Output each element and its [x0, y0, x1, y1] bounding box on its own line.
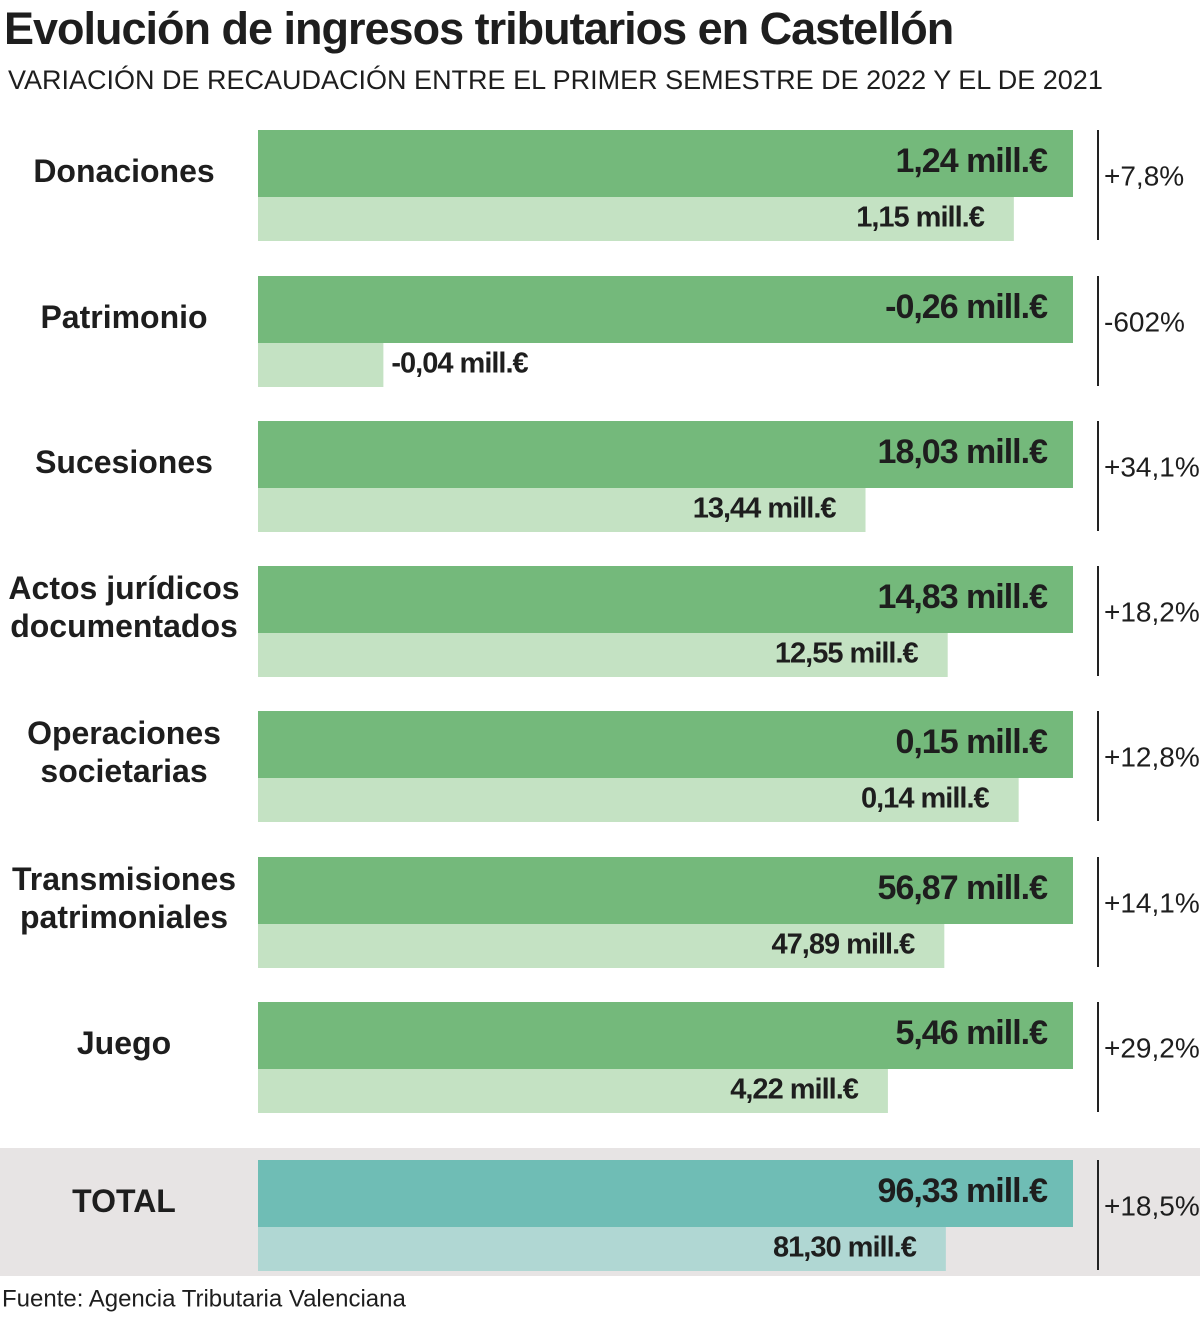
change-label: +18,5% [1104, 1190, 1200, 1221]
bar-2022 [258, 1002, 1073, 1069]
value-label: 56,87 mill.€ [878, 869, 1049, 907]
change-label: -602% [1104, 306, 1185, 337]
value-label: 96,33 mill.€ [878, 1172, 1049, 1210]
category-label: Operaciones societarias [27, 715, 221, 789]
change-label: +18,2% [1104, 596, 1200, 627]
category-label: Juego [77, 1025, 171, 1061]
value-label: 1,15 mill.€ [856, 202, 985, 234]
bar-2021 [258, 197, 1014, 241]
value-label: 12,55 mill.€ [775, 638, 919, 670]
value-label: 0,14 mill.€ [861, 783, 990, 815]
value-label: 47,89 mill.€ [772, 929, 916, 961]
category-label: Patrimonio [40, 299, 207, 335]
change-label: +12,8% [1104, 741, 1200, 772]
bar-2022 [258, 711, 1073, 778]
bar-2021 [258, 1227, 946, 1271]
value-label: 1,24 mill.€ [895, 142, 1048, 180]
change-label: +34,1% [1104, 451, 1200, 482]
category-label: Transmisiones patrimoniales [12, 861, 236, 935]
bar-2022 [258, 1160, 1073, 1227]
change-label: +7,8% [1104, 160, 1184, 191]
category-label: Sucesiones [35, 444, 213, 480]
bar-2022 [258, 421, 1073, 488]
value-label: 18,03 mill.€ [878, 433, 1049, 471]
value-label: 0,15 mill.€ [895, 723, 1048, 761]
source: Fuente: Agencia Tributaria Valenciana [2, 1285, 406, 1312]
bar-2021 [258, 633, 948, 677]
value-label: -0,04 mill.€ [391, 348, 528, 380]
chart-subtitle: VARIACIÓN DE RECAUDACIÓN ENTRE EL PRIMER… [8, 64, 1103, 95]
bar-2022 [258, 130, 1073, 197]
category-label: Actos jurídicos documentados [8, 570, 239, 644]
value-label: 4,22 mill.€ [730, 1074, 859, 1106]
value-label: 13,44 mill.€ [693, 493, 837, 525]
change-label: +29,2% [1104, 1032, 1200, 1063]
bar-2021 [258, 1069, 888, 1113]
value-label: 14,83 mill.€ [878, 578, 1049, 616]
bar-2022 [258, 276, 1073, 343]
bar-2021 [258, 924, 945, 968]
bar-2022 [258, 857, 1073, 924]
chart-title: Evolución de ingresos tributarios en Cas… [4, 3, 953, 54]
bar-2021 [258, 343, 384, 387]
category-label: TOTAL [72, 1183, 176, 1219]
category-label: Donaciones [33, 153, 214, 189]
value-label: -0,26 mill.€ [885, 288, 1048, 326]
bar-2022 [258, 566, 1073, 633]
value-label: 81,30 mill.€ [773, 1232, 917, 1264]
bar-2021 [258, 778, 1019, 822]
change-label: +14,1% [1104, 887, 1200, 918]
value-label: 5,46 mill.€ [895, 1014, 1048, 1052]
bar-2021 [258, 488, 866, 532]
